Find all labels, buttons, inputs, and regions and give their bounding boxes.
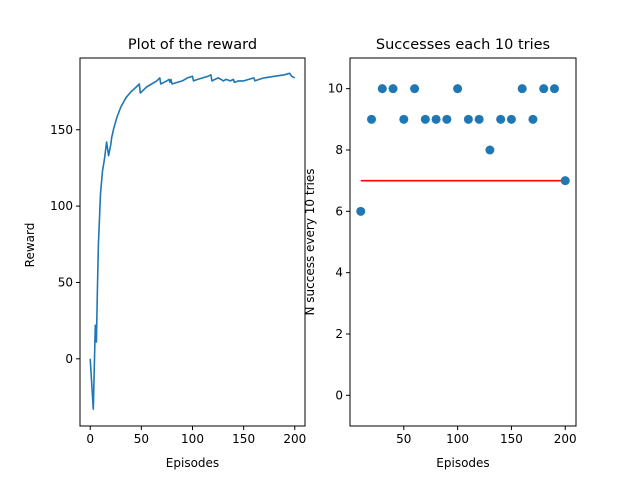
reward-x-axis-label: Episodes xyxy=(166,456,219,470)
success-y-tick-label: 6 xyxy=(335,204,343,218)
success-x-tick-label: 50 xyxy=(396,432,411,446)
success-y-tick-label: 0 xyxy=(335,388,343,402)
success-plot-area xyxy=(349,57,577,427)
success-point xyxy=(463,114,473,124)
reward-y-ticks: 0 50 100 150 xyxy=(50,123,80,366)
success-point xyxy=(539,84,549,94)
success-x-tick-label: 200 xyxy=(554,432,577,446)
success-x-tick-label: 150 xyxy=(500,432,523,446)
reward-x-tick-label: 150 xyxy=(232,432,255,446)
reward-series-line xyxy=(89,72,296,410)
success-point xyxy=(496,114,506,124)
success-point xyxy=(506,114,516,124)
reward-x-tick-label: 100 xyxy=(181,432,204,446)
success-y-ticks: 0 2 4 6 8 10 xyxy=(328,82,350,402)
reward-x-tick-label: 200 xyxy=(283,432,306,446)
success-y-tick-label: 4 xyxy=(335,266,343,280)
reward-x-tick-label: 50 xyxy=(134,432,149,446)
success-x-ticks: 50 100 150 200 xyxy=(396,426,577,446)
success-y-axis-label: N success every 10 tries xyxy=(303,169,317,316)
success-y-tick-label: 10 xyxy=(328,82,343,96)
reward-plot-area xyxy=(79,57,306,427)
reward-chart: Plot of the reward Episodes Reward 0 50 10… xyxy=(23,37,306,470)
success-point xyxy=(399,114,409,124)
success-point xyxy=(431,114,441,124)
reward-y-tick-label: 150 xyxy=(50,123,73,137)
reward-chart-title: Plot of the reward xyxy=(128,37,257,53)
success-point xyxy=(388,84,398,94)
success-chart-title: Successes each 10 tries xyxy=(376,37,550,53)
success-point xyxy=(420,114,430,124)
success-point xyxy=(549,84,559,94)
success-point xyxy=(356,206,366,216)
success-point xyxy=(453,84,463,94)
success-point xyxy=(474,114,484,124)
success-point xyxy=(377,84,387,94)
success-point xyxy=(410,84,420,94)
reward-y-tick-label: 0 xyxy=(65,352,73,366)
success-points xyxy=(356,84,570,216)
success-point xyxy=(442,114,452,124)
success-point xyxy=(528,114,538,124)
reward-y-tick-label: 50 xyxy=(58,275,73,289)
reward-y-axis-label: Reward xyxy=(23,223,37,268)
success-y-tick-label: 8 xyxy=(335,143,343,157)
reward-x-tick-label: 0 xyxy=(86,432,94,446)
success-point xyxy=(560,176,570,186)
success-point xyxy=(517,84,527,94)
success-x-axis-label: Episodes xyxy=(436,456,489,470)
success-point xyxy=(367,114,377,124)
success-x-tick-label: 100 xyxy=(446,432,469,446)
reward-y-tick-label: 100 xyxy=(50,199,73,213)
success-point xyxy=(485,145,495,155)
success-chart: Successes each 10 tries Episodes N succe… xyxy=(303,37,577,470)
reward-x-ticks: 0 50 100 150 200 xyxy=(86,426,306,446)
success-y-tick-label: 2 xyxy=(335,327,343,341)
